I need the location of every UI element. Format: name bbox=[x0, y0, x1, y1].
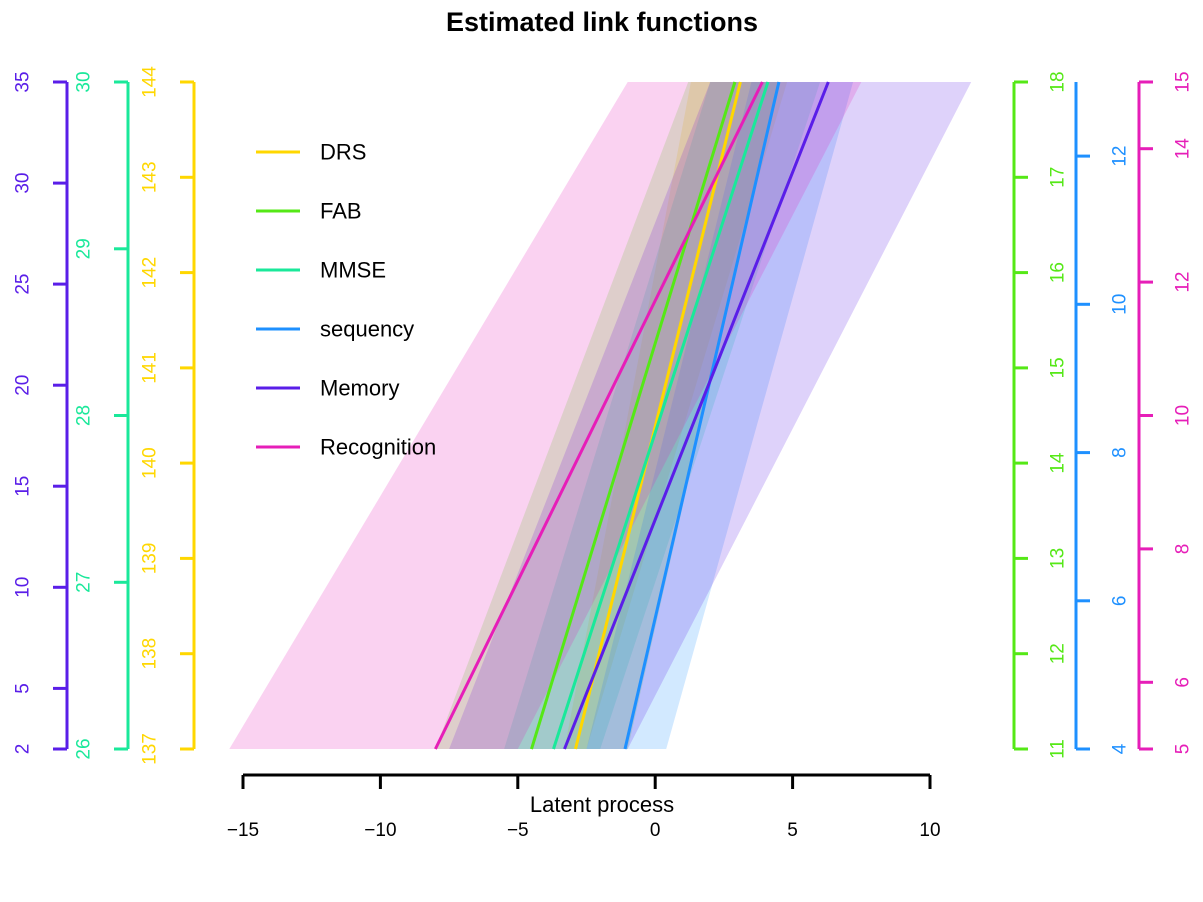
axis-tick-label-fab: 15 bbox=[1048, 357, 1069, 378]
axis-tick-label-sequency: 8 bbox=[1110, 447, 1131, 458]
axis-tick-label-drs: 141 bbox=[140, 352, 161, 384]
axis-tick-label-fab: 11 bbox=[1048, 739, 1069, 759]
axis-tick-label-recognition: 6 bbox=[1173, 677, 1194, 688]
axis-tick-label-fab: 16 bbox=[1048, 262, 1069, 283]
axis-tick-label-drs: 137 bbox=[140, 733, 161, 765]
line-mmse bbox=[552, 81, 770, 750]
legend-label-recognition: Recognition bbox=[320, 435, 436, 460]
axis-tick-label-drs: 142 bbox=[140, 257, 161, 289]
axis-tick-label-recognition: 15 bbox=[1173, 71, 1194, 92]
legend-label-sequency: sequency bbox=[320, 317, 414, 342]
x-tick-label: 5 bbox=[787, 820, 798, 841]
axis-tick-label-drs: 138 bbox=[140, 638, 161, 670]
axis-tick-label-sequency: 4 bbox=[1110, 743, 1131, 754]
right-axes: 11 12 13 14 15 16 17 18 4 6 8 10 12 5 6 8 10 12 14 15 bbox=[1012, 71, 1194, 759]
axis-tick-label-recognition: 14 bbox=[1173, 138, 1194, 160]
axis-tick-label-mmse: 28 bbox=[74, 405, 95, 426]
legend-label-memory: Memory bbox=[320, 376, 399, 401]
band-fab bbox=[435, 82, 779, 749]
x-tick-label: 0 bbox=[650, 820, 661, 841]
axis-tick-label-mmse: 26 bbox=[74, 738, 95, 759]
band-recognition bbox=[229, 82, 862, 749]
axis-tick-label-drs: 140 bbox=[140, 447, 161, 479]
legend-label-fab: FAB bbox=[320, 199, 362, 224]
link-function-lines bbox=[434, 81, 830, 750]
axis-tick-label-drs: 144 bbox=[140, 66, 161, 98]
legend-label-mmse: MMSE bbox=[320, 258, 386, 283]
legend-label-drs: DRS bbox=[320, 140, 366, 165]
axis-tick-label-sequency: 10 bbox=[1110, 294, 1131, 315]
chart-title: Estimated link functions bbox=[446, 7, 758, 37]
band-memory bbox=[449, 82, 972, 749]
axis-tick-label-memory: 5 bbox=[13, 683, 34, 694]
axis-tick-label-memory: 25 bbox=[13, 274, 34, 295]
axis-tick-label-mmse: 30 bbox=[74, 71, 95, 92]
x-tick-label: −10 bbox=[364, 820, 396, 841]
x-tick-label: −5 bbox=[507, 820, 529, 841]
legend: DRS FAB MMSE sequency Memory Recognition bbox=[256, 140, 436, 460]
line-fab bbox=[530, 81, 737, 750]
axis-tick-label-fab: 18 bbox=[1048, 71, 1069, 92]
line-sequency bbox=[623, 81, 781, 750]
axis-tick-label-mmse: 29 bbox=[74, 238, 95, 259]
axis-tick-label-drs: 143 bbox=[140, 161, 161, 193]
axis-tick-label-memory: 35 bbox=[13, 71, 34, 92]
x-axis: −15 −10 −5 0 5 10 bbox=[227, 773, 941, 841]
axis-tick-label-memory: 30 bbox=[13, 173, 34, 194]
axis-tick-label-memory: 2 bbox=[13, 744, 34, 755]
axis-tick-label-recognition: 5 bbox=[1173, 744, 1194, 755]
band-drs bbox=[564, 82, 788, 749]
axis-tick-label-recognition: 8 bbox=[1173, 544, 1194, 555]
axis-tick-label-memory: 10 bbox=[13, 577, 34, 598]
line-memory bbox=[563, 81, 830, 750]
axis-tick-label-memory: 15 bbox=[13, 476, 34, 497]
axis-tick-label-sequency: 12 bbox=[1110, 146, 1131, 167]
line-drs bbox=[574, 81, 742, 750]
left-axes: 1371381391401411421431442627282930251015… bbox=[13, 66, 196, 765]
axis-tick-label-mmse: 27 bbox=[74, 572, 95, 593]
x-tick-label: −15 bbox=[227, 820, 259, 841]
axis-tick-label-fab: 17 bbox=[1048, 167, 1069, 188]
axis-tick-label-fab: 12 bbox=[1048, 643, 1069, 664]
x-axis-label: Latent process bbox=[530, 792, 674, 817]
axis-tick-label-fab: 14 bbox=[1048, 452, 1069, 474]
line-recognition bbox=[434, 81, 764, 750]
axis-tick-label-drs: 139 bbox=[140, 543, 161, 575]
axis-tick-label-recognition: 10 bbox=[1173, 405, 1194, 426]
axis-tick-label-recognition: 12 bbox=[1173, 272, 1194, 293]
axis-tick-label-sequency: 6 bbox=[1110, 596, 1131, 607]
axis-tick-label-fab: 13 bbox=[1048, 548, 1069, 569]
x-tick-label: 10 bbox=[919, 820, 940, 841]
band-sequency bbox=[586, 82, 854, 749]
axis-tick-label-memory: 20 bbox=[13, 375, 34, 396]
